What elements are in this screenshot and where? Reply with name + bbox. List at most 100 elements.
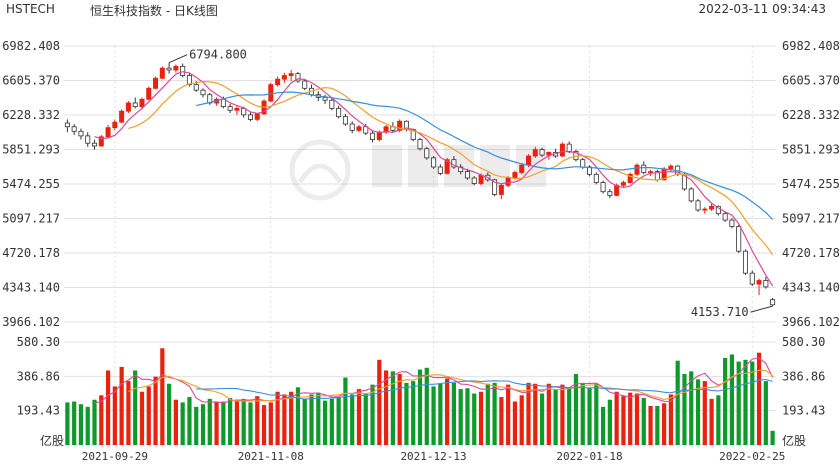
date-tick-label: 2021-12-13: [400, 450, 466, 463]
volume-bar: [770, 430, 775, 445]
volume-unit-right: 亿股: [782, 433, 806, 448]
volume-bar: [539, 393, 545, 445]
candle-body: [342, 116, 348, 125]
volume-axis-right: 580.30 386.86 193.43: [782, 335, 825, 418]
candle-body: [444, 159, 450, 174]
candle-body: [498, 184, 504, 195]
volume-bar: [465, 388, 470, 445]
date-tick-label: 2022-01-18: [556, 450, 622, 463]
low-annotation-label: 4153.710: [691, 305, 749, 319]
candle-body: [668, 165, 674, 170]
volume-bar: [241, 398, 246, 445]
candle: [370, 130, 376, 143]
volume-bar: [506, 384, 511, 445]
candle-body: [600, 182, 606, 193]
candle-body: [607, 191, 613, 196]
volume-bar: [309, 394, 314, 445]
moving-average-lines: [94, 71, 774, 287]
volume-bar: [343, 377, 348, 445]
candle: [383, 124, 389, 135]
price-tick-label: 4720.178: [2, 246, 60, 260]
candle-body: [105, 127, 111, 138]
candle: [227, 103, 233, 114]
candle-body: [512, 172, 518, 179]
candle-body: [119, 110, 125, 123]
candle: [729, 218, 735, 229]
candle-body: [78, 130, 84, 137]
candle-body: [139, 98, 145, 108]
candle: [349, 121, 355, 134]
price-tick-label: 4720.178: [782, 246, 840, 260]
price-axis-left: 6982.408 6605.370 6228.332 5851.293 5474.255…: [2, 39, 60, 329]
candle: [302, 79, 308, 91]
volume-ma10-line: [128, 369, 773, 402]
candle-body: [180, 65, 186, 76]
volume-bar: [763, 381, 768, 445]
candle: [254, 113, 260, 122]
volume-bar: [675, 360, 680, 445]
candle: [763, 276, 769, 289]
price-tick-label: 6605.370: [2, 73, 60, 87]
candle-body: [431, 157, 437, 168]
high-annotation-label: 6794.800: [189, 48, 247, 62]
price-tick-label: 3966.102: [782, 315, 840, 329]
volume-bar: [228, 397, 233, 445]
candle: [471, 176, 477, 186]
volume-tick-label: 580.30: [17, 335, 60, 349]
candle-body: [722, 213, 728, 221]
candle: [64, 119, 70, 133]
candle: [200, 88, 206, 98]
volume-bar: [363, 393, 368, 445]
price-tick-label: 5474.255: [2, 177, 60, 191]
candle: [607, 188, 613, 199]
volume-bar: [716, 395, 721, 445]
volume-bar: [594, 383, 599, 445]
price-tick-label: 5851.293: [2, 143, 60, 157]
candle: [627, 172, 633, 184]
volume-bar: [160, 348, 165, 445]
volume-bar: [417, 369, 423, 445]
volume-bar: [709, 398, 714, 445]
candle: [153, 76, 159, 90]
volume-bar: [431, 386, 436, 445]
candle: [295, 71, 301, 83]
candle: [444, 157, 450, 175]
volume-bar: [302, 398, 307, 445]
volume-bar: [411, 381, 416, 445]
candle: [620, 180, 626, 188]
volume-bar: [126, 381, 131, 445]
candle-body: [132, 102, 138, 108]
volume-bar: [695, 379, 701, 445]
volume-bar: [756, 352, 762, 445]
volume-bar: [655, 405, 660, 445]
candle-body: [620, 182, 626, 186]
volume-bar: [729, 354, 735, 445]
candle: [105, 124, 111, 139]
ma5-line: [94, 71, 774, 287]
candle: [146, 86, 152, 101]
candle: [593, 172, 599, 185]
volume-bar: [214, 402, 219, 445]
candle: [336, 105, 342, 119]
candle-body: [539, 149, 545, 156]
price-tick-label: 5474.255: [782, 177, 840, 191]
price-tick-label: 6982.408: [782, 39, 840, 53]
volume-tick-label: 580.30: [782, 335, 825, 349]
candle: [437, 164, 443, 176]
candle: [695, 199, 701, 212]
volume-bar: [682, 374, 687, 445]
candle-body: [153, 77, 159, 89]
candle-body: [376, 131, 382, 140]
candle: [268, 82, 274, 103]
price-tick-label: 5097.217: [782, 211, 840, 225]
candle-body: [648, 171, 654, 173]
candle-body: [519, 164, 525, 173]
candle-body: [275, 78, 281, 86]
candle-body: [166, 67, 172, 71]
chart-header: HSTECH 恒生科技指数 - 日K线图 2022-03-11 09:34:43: [0, 0, 840, 18]
volume-ma20-line: [196, 378, 773, 400]
candle: [98, 134, 104, 147]
candle: [458, 164, 464, 175]
volume-bar: [383, 370, 389, 445]
